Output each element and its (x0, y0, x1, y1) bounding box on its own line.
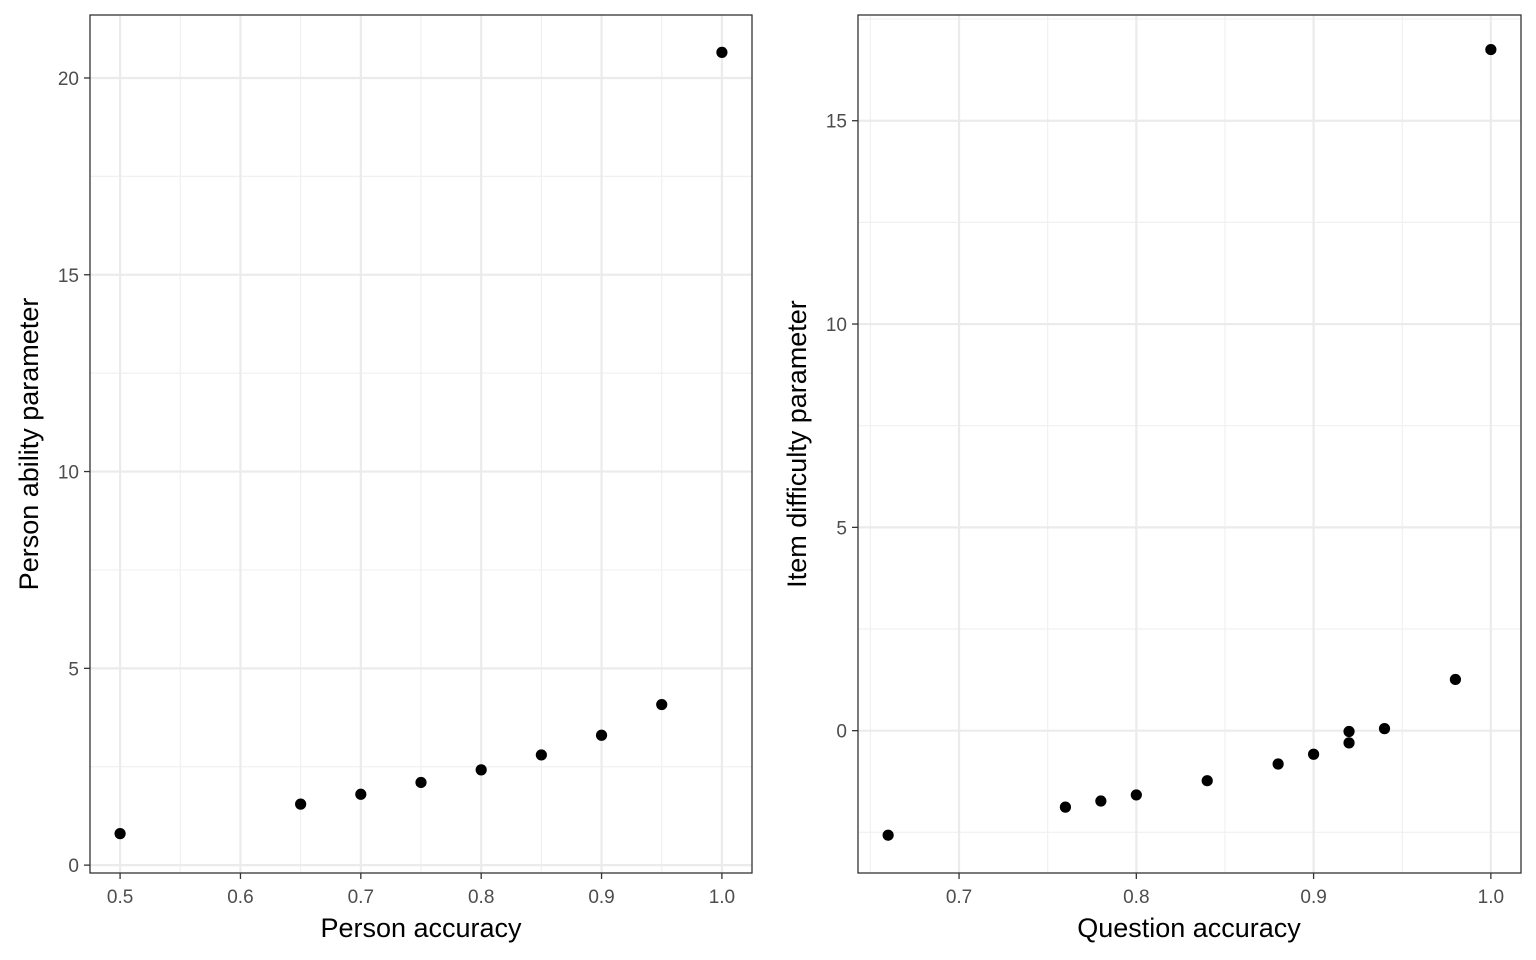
y-tick-label: 0 (68, 856, 79, 877)
y-tick-label: 15 (826, 112, 847, 133)
data-point (114, 828, 126, 840)
x-tick-label: 1.0 (709, 887, 735, 908)
data-point (1272, 758, 1284, 770)
data-point (535, 749, 547, 761)
left-y-axis-ticks: 0 5 10 15 20 (58, 69, 90, 877)
y-tick-label: 5 (836, 518, 847, 539)
right-x-axis-title: Question accuracy (1077, 913, 1301, 943)
data-point (1378, 723, 1391, 735)
x-tick-label: 0.7 (348, 887, 374, 908)
right-grid (858, 15, 1521, 873)
x-tick-label: 0.8 (468, 887, 494, 908)
left-x-axis-title: Person accuracy (320, 913, 522, 943)
right-y-axis-title: Item difficulty parameter (782, 300, 812, 588)
x-tick-label: 0.9 (588, 887, 614, 908)
data-point (656, 698, 668, 711)
left-points (114, 46, 728, 840)
y-tick-label: 15 (58, 266, 79, 287)
right-points (882, 43, 1497, 841)
y-tick-label: 10 (58, 463, 79, 484)
x-tick-label: 1.0 (1478, 887, 1504, 908)
data-point (1095, 795, 1107, 807)
y-tick-label: 5 (68, 659, 79, 680)
data-point (1343, 725, 1355, 738)
right-y-axis-ticks: 0 5 10 15 (826, 112, 858, 743)
left-grid (90, 15, 752, 873)
right-panel-border (857, 14, 1522, 874)
data-point (1201, 775, 1213, 787)
right-panel: 0.7 0.8 0.9 1.0 0 5 10 15 Question accuracy It… (782, 14, 1522, 943)
data-point (595, 729, 608, 741)
x-tick-label: 0.9 (1300, 887, 1326, 908)
right-x-axis-ticks: 0.7 0.8 0.9 1.0 (946, 873, 1504, 908)
y-tick-label: 10 (826, 315, 847, 336)
left-y-axis-title: Person ability parameter (14, 298, 44, 591)
data-point (475, 764, 487, 776)
x-tick-label: 0.6 (227, 887, 253, 908)
data-point (1449, 673, 1462, 686)
x-tick-label: 0.7 (946, 887, 972, 908)
y-tick-label: 20 (58, 69, 79, 90)
data-point (295, 798, 307, 810)
data-point (415, 776, 427, 789)
data-point (1307, 748, 1320, 760)
data-point (1485, 43, 1497, 56)
data-point (1130, 789, 1142, 801)
x-tick-label: 0.5 (107, 887, 133, 908)
data-point (1343, 737, 1355, 749)
right-plot-area (858, 15, 1521, 873)
x-tick-label: 0.8 (1123, 887, 1149, 908)
data-point (882, 829, 894, 841)
left-panel-border (89, 14, 753, 874)
left-panel: 0.5 0.6 0.7 0.8 0.9 1.0 0 5 10 15 20 Person accur… (14, 14, 753, 943)
y-tick-label: 0 (836, 722, 847, 743)
data-point (355, 788, 367, 800)
data-point (1059, 801, 1072, 813)
data-point (716, 46, 728, 58)
left-x-axis-ticks: 0.5 0.6 0.7 0.8 0.9 1.0 (107, 873, 735, 908)
